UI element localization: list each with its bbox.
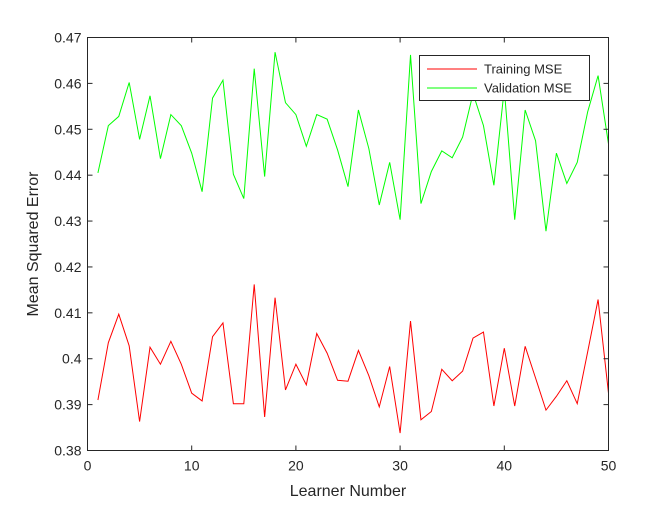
- y-tick-label: 0.47: [54, 30, 81, 46]
- axes-box: [87, 37, 609, 451]
- legend-box: [419, 55, 590, 101]
- y-tick-label: 0.43: [54, 213, 81, 229]
- x-tick-label: 0: [84, 458, 92, 474]
- y-tick-label: 0.44: [54, 167, 81, 183]
- y-axis-title: Mean Squared Error: [25, 171, 42, 317]
- y-tick-label: 0.4: [62, 351, 82, 367]
- y-tick-label: 0.38: [54, 443, 81, 459]
- series-line-validation-mse: [97, 52, 609, 232]
- x-axis-title: Learner Number: [290, 483, 407, 500]
- y-tick-label: 0.41: [54, 305, 81, 321]
- y-tick-label: 0.46: [54, 75, 81, 91]
- x-tick-label: 40: [497, 458, 513, 474]
- x-tick-label: 50: [601, 458, 617, 474]
- y-tick-label: 0.39: [54, 397, 81, 413]
- series-layer: [97, 52, 609, 434]
- x-tick-label: 10: [184, 458, 200, 474]
- legend-label-validation-mse: Validation MSE: [484, 81, 572, 96]
- x-tick-label: 20: [288, 458, 304, 474]
- legend: Training MSE Validation MSE: [419, 55, 590, 101]
- series-line-training-mse: [97, 284, 609, 434]
- x-tick-label: 30: [392, 458, 408, 474]
- axes-layer: 0 10 20 30 40 50 0.38 0.39 0.4 0.41 0.42 0.43 0.44 0.…: [54, 30, 616, 474]
- legend-label-training-mse: Training MSE: [484, 62, 563, 77]
- y-tick-label: 0.45: [54, 121, 81, 137]
- y-tick-label: 0.42: [54, 259, 81, 275]
